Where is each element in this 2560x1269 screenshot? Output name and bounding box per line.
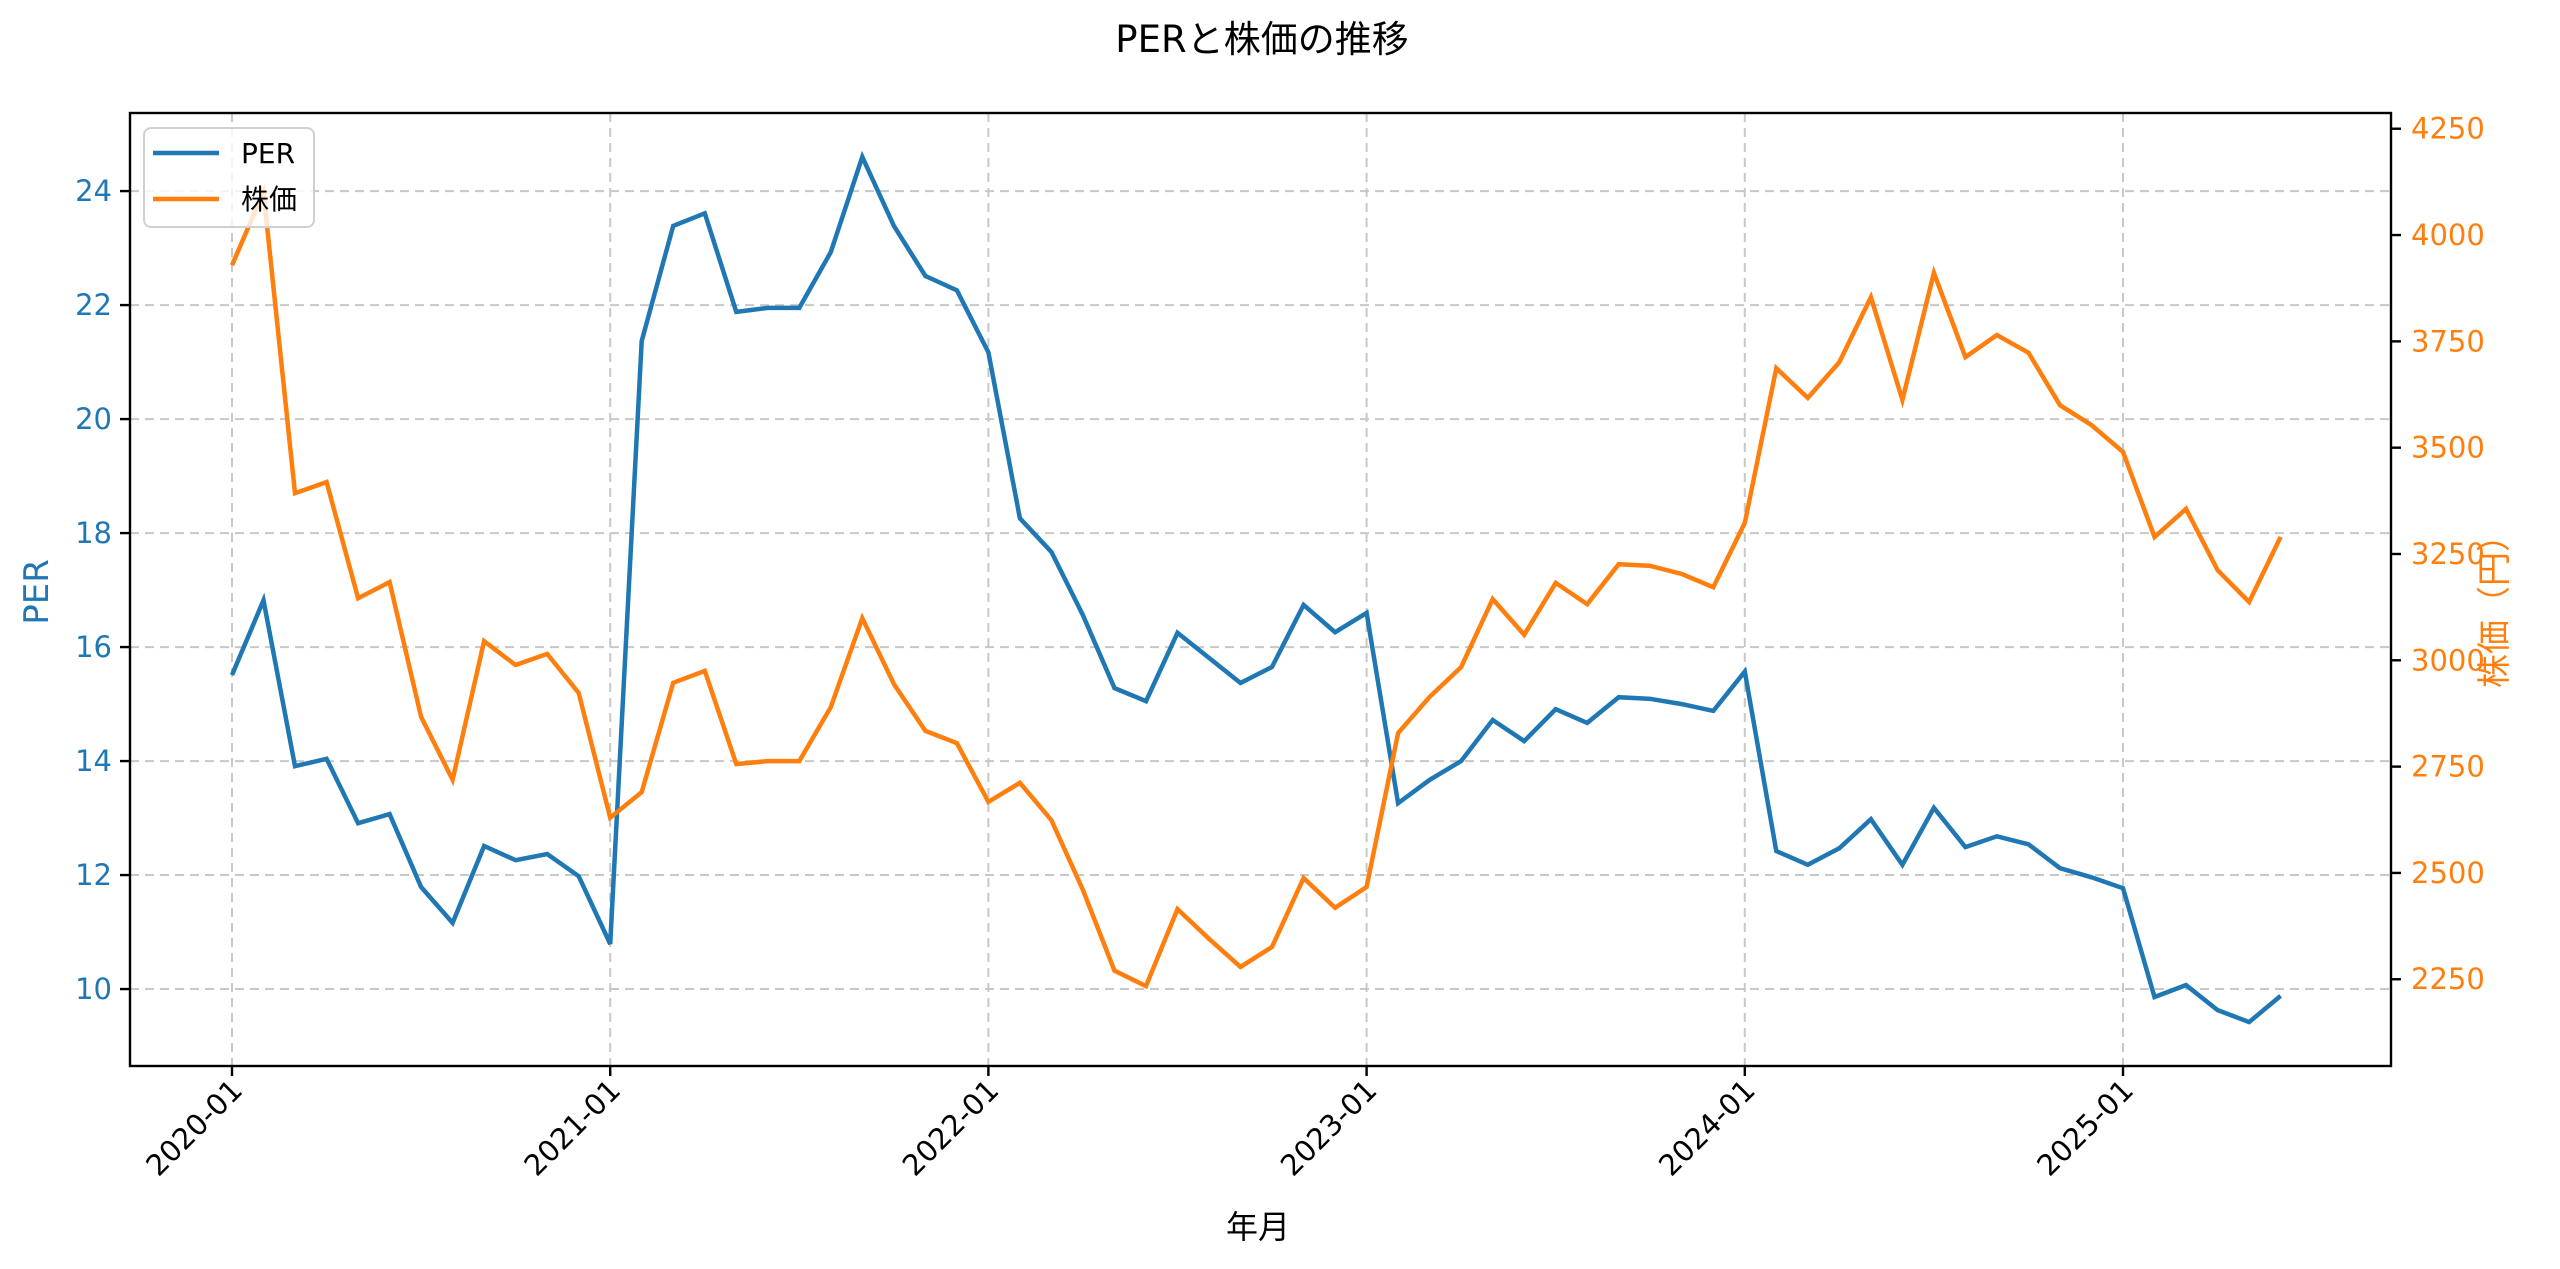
x-tick-label: 2021-01 [517, 1073, 627, 1183]
x-tick-label: 2025-01 [2030, 1073, 2140, 1183]
right-tick-label: 3000 [2411, 643, 2485, 677]
y-axis-label-left: PER [17, 559, 57, 625]
x-tick-label: 2024-01 [1652, 1073, 1762, 1183]
plot-series [229, 150, 2283, 1025]
price-line [229, 183, 2283, 990]
right-tick-label: 3250 [2411, 537, 2485, 571]
left-tick-label: 24 [75, 174, 112, 208]
x-tick-label: 2020-01 [139, 1073, 249, 1183]
legend: PER 株価 [143, 127, 315, 228]
left-tick-label: 16 [75, 630, 112, 664]
right-tick-label: 3750 [2411, 324, 2485, 358]
per-line [229, 150, 2283, 1025]
x-axis-label: 年月 [1226, 1208, 1290, 1246]
x-tick-label: 2023-01 [1274, 1073, 1384, 1183]
chart-title: PERと株価の推移 [1115, 18, 1408, 61]
left-tick-label: 18 [75, 516, 112, 550]
right-y-axis: 2250 2500 2750 3000 3250 3500 3750 4000 4250 [2391, 112, 2485, 996]
legend-price-label: 株価 [241, 183, 297, 216]
left-tick-label: 14 [75, 744, 112, 778]
right-tick-label: 2750 [2411, 750, 2485, 784]
left-tick-label: 20 [75, 402, 112, 436]
left-tick-label: 22 [75, 288, 112, 322]
left-y-axis: 10 12 14 16 18 20 22 24 [75, 174, 130, 1006]
right-tick-label: 3500 [2411, 431, 2485, 465]
y-axis-label-right: 株価（円） [2475, 518, 2515, 688]
right-tick-label: 2250 [2411, 962, 2485, 996]
plot-area-frame [128, 111, 2393, 1068]
right-tick-label: 4000 [2411, 218, 2485, 252]
x-tick-label: 2022-01 [896, 1073, 1006, 1183]
x-axis: 2020-01 2021-01 2022-01 2023-01 2024-01 2025-… [139, 1066, 2140, 1183]
grid-lines [130, 113, 2391, 1066]
right-tick-label: 4250 [2411, 112, 2485, 146]
left-tick-label: 12 [75, 858, 112, 892]
right-tick-label: 2500 [2411, 856, 2485, 890]
left-tick-label: 10 [75, 972, 112, 1006]
legend-per-label: PER [241, 137, 295, 170]
